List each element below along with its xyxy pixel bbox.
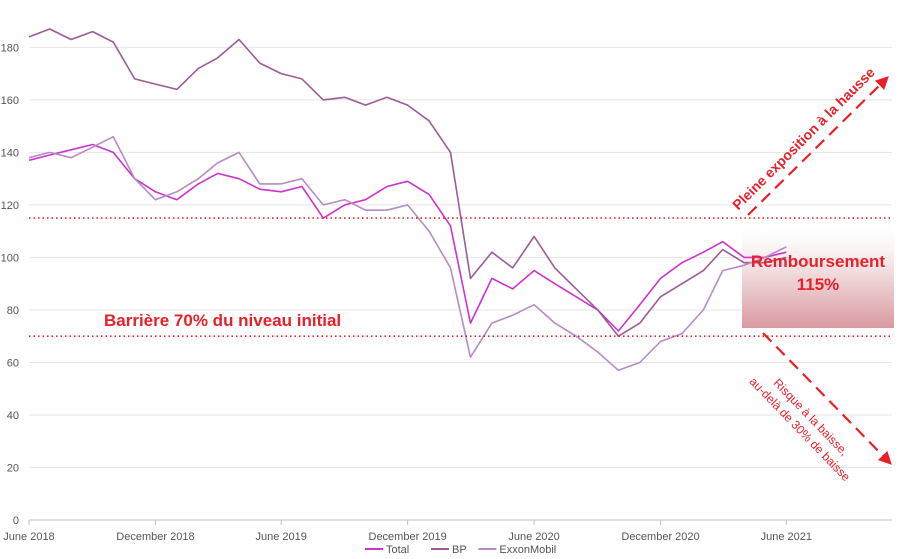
legend-label: ExxonMobil bbox=[499, 544, 556, 556]
x-tick-label: June 2021 bbox=[761, 531, 812, 543]
redemption-label-line1: Remboursement bbox=[751, 252, 885, 271]
x-tick-label: December 2019 bbox=[369, 531, 447, 543]
barrier-label: Barrière 70% du niveau initial bbox=[104, 311, 341, 330]
x-tick-label: June 2018 bbox=[3, 531, 54, 543]
y-tick-label: 160 bbox=[1, 95, 19, 107]
x-tick-label: December 2018 bbox=[116, 531, 194, 543]
y-tick-label: 120 bbox=[1, 200, 19, 212]
y-axis: 0 20 40 60 80 100 120 140 160 180 bbox=[1, 42, 19, 527]
series-line-exxonmobil bbox=[28, 135, 787, 372]
downside-arrow bbox=[762, 332, 892, 465]
redemption-box bbox=[742, 218, 894, 328]
y-tick-label: 40 bbox=[7, 410, 19, 422]
redemption-label-line2: 115% bbox=[797, 275, 840, 294]
y-tick-label: 60 bbox=[7, 357, 19, 369]
y-tick-label: 140 bbox=[1, 147, 19, 159]
y-tick-label: 180 bbox=[1, 42, 19, 54]
y-tick-label: 100 bbox=[1, 252, 19, 264]
legend: Total BP ExxonMobil bbox=[365, 544, 556, 556]
x-tick-label: June 2019 bbox=[256, 531, 307, 543]
gridlines bbox=[29, 46, 892, 468]
y-tick-label: 80 bbox=[7, 305, 19, 317]
series-line-bp bbox=[28, 28, 787, 337]
series-lines bbox=[28, 28, 787, 372]
y-tick-label: 20 bbox=[7, 462, 19, 474]
series-line-total bbox=[28, 143, 787, 332]
legend-label: Total bbox=[386, 544, 409, 556]
x-axis: June 2018 December 2018 June 2019 December … bbox=[3, 519, 892, 543]
upside-arrow bbox=[747, 76, 889, 216]
y-tick-label: 0 bbox=[13, 515, 19, 527]
upside-label: Pleine exposition à la hausse bbox=[729, 64, 878, 213]
legend-label: BP bbox=[452, 544, 467, 556]
x-tick-label: June 2020 bbox=[508, 531, 559, 543]
x-tick-label: December 2020 bbox=[621, 531, 699, 543]
